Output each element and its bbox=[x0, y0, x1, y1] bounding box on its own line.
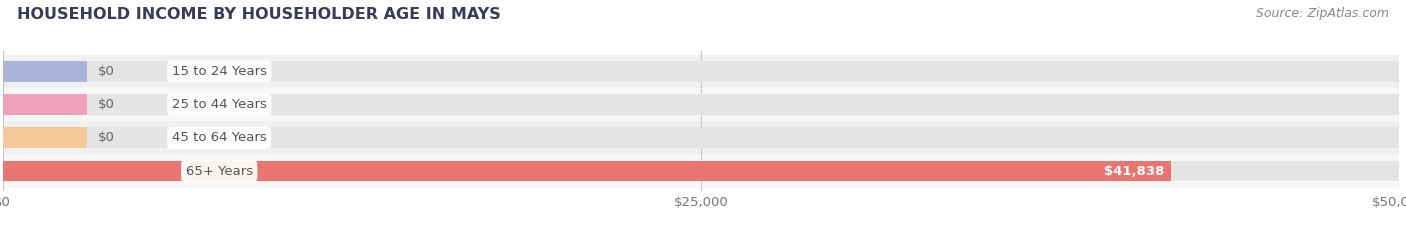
Bar bbox=[3, 55, 1399, 88]
Text: 25 to 44 Years: 25 to 44 Years bbox=[172, 98, 267, 111]
Text: $0: $0 bbox=[98, 98, 115, 111]
Bar bbox=[3, 121, 1399, 154]
Bar bbox=[3, 154, 1399, 188]
Text: Source: ZipAtlas.com: Source: ZipAtlas.com bbox=[1256, 7, 1389, 20]
Bar bbox=[3, 94, 87, 115]
Text: 15 to 24 Years: 15 to 24 Years bbox=[172, 65, 267, 78]
Text: $0: $0 bbox=[98, 65, 115, 78]
Bar bbox=[3, 127, 1399, 148]
Text: 65+ Years: 65+ Years bbox=[186, 164, 253, 178]
Text: $0: $0 bbox=[98, 131, 115, 144]
Text: 45 to 64 Years: 45 to 64 Years bbox=[172, 131, 267, 144]
Text: HOUSEHOLD INCOME BY HOUSEHOLDER AGE IN MAYS: HOUSEHOLD INCOME BY HOUSEHOLDER AGE IN M… bbox=[17, 7, 501, 22]
Text: $41,838: $41,838 bbox=[1104, 164, 1164, 178]
Bar bbox=[3, 127, 87, 148]
Bar bbox=[3, 61, 87, 82]
Bar bbox=[3, 161, 1171, 182]
Bar bbox=[3, 61, 1399, 82]
Bar bbox=[3, 161, 1399, 182]
Bar bbox=[3, 88, 1399, 121]
Bar bbox=[3, 94, 1399, 115]
